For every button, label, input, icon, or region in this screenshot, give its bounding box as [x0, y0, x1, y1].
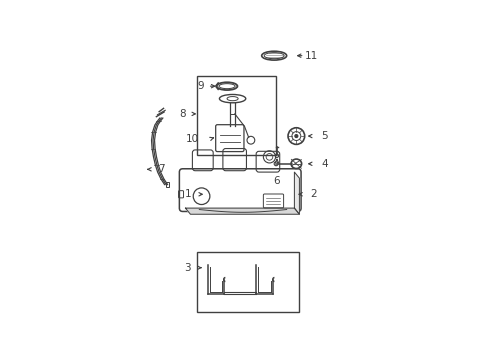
Text: 1: 1	[184, 189, 191, 199]
Text: 6: 6	[273, 176, 280, 186]
Bar	[196, 76, 275, 156]
Polygon shape	[185, 208, 299, 214]
Text: 2: 2	[309, 189, 316, 199]
Text: 7: 7	[158, 164, 164, 174]
Circle shape	[294, 135, 297, 138]
Text: 3: 3	[184, 263, 191, 273]
Text: 8: 8	[179, 109, 185, 119]
Text: 4: 4	[321, 159, 327, 169]
Bar	[196, 252, 299, 312]
Bar	[165, 182, 169, 186]
Text: 9: 9	[197, 81, 203, 91]
Text: 11: 11	[305, 51, 318, 61]
Text: 5: 5	[321, 131, 327, 141]
Polygon shape	[294, 172, 299, 214]
Text: 10: 10	[186, 134, 199, 144]
